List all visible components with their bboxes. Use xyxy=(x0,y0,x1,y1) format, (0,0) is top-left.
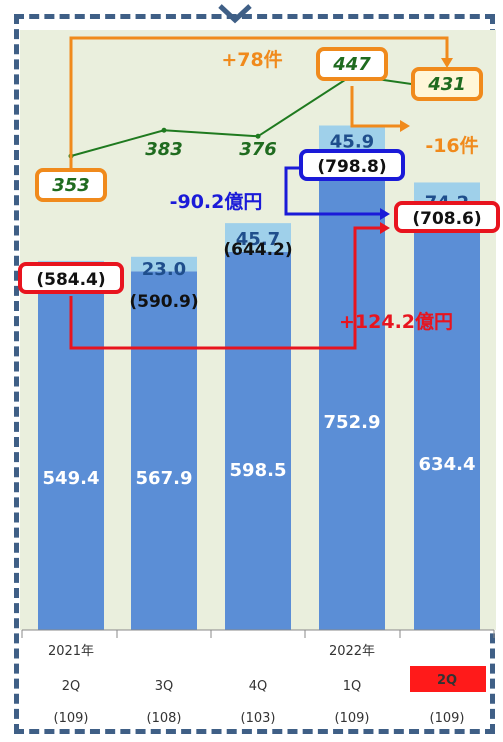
bracket-minus90-arrow xyxy=(380,208,390,220)
x-label-year-4: 2022年 xyxy=(329,644,375,659)
x-label-quarter-3: 4Q xyxy=(249,679,268,694)
bar-top-3 xyxy=(225,223,291,252)
annotation-minus90: -90.2億円 xyxy=(170,190,263,213)
total-label-1: (584.4) xyxy=(36,270,105,290)
count-label-5: 431 xyxy=(427,74,466,95)
highlight-current-quarter xyxy=(410,666,486,692)
count-label-4: 447 xyxy=(332,54,371,75)
count-label-2: 383 xyxy=(145,139,183,160)
bar-main-label-2: 567.9 xyxy=(136,468,193,489)
bar-top-label-4: 45.9 xyxy=(330,131,374,152)
bracket-minus16 xyxy=(350,86,402,128)
x-label-year-1: 2021年 xyxy=(48,644,94,659)
bar-top-label-2: 23.0 xyxy=(142,259,186,280)
count-label-3: 376 xyxy=(239,139,277,160)
count-point-3 xyxy=(255,133,261,139)
bracket-plus78 xyxy=(69,36,449,168)
bar-main-5 xyxy=(414,229,480,631)
annotation-minus16: -16件 xyxy=(425,134,478,157)
total-box-5 xyxy=(394,201,500,233)
x-label-quarter-4: 1Q xyxy=(343,679,362,694)
bar-main-label-3: 598.5 xyxy=(230,460,287,481)
bar-main-2 xyxy=(131,271,197,630)
x-label-sub-3: (103) xyxy=(241,711,276,726)
count-label-1: 353 xyxy=(52,175,90,196)
x-label-quarter-2: 3Q xyxy=(155,679,174,694)
bar-main-4 xyxy=(319,154,385,631)
bar-top-label-3: 45.7 xyxy=(236,229,280,250)
count-box-5 xyxy=(411,67,483,101)
total-label-3: (644.2) xyxy=(223,240,292,260)
x-label-quarter-1: 2Q xyxy=(62,679,81,694)
x-label-sub-4: (109) xyxy=(335,711,370,726)
bracket-minus16-arrow xyxy=(400,120,410,132)
total-label-2: (590.9) xyxy=(129,292,198,312)
total-box-1 xyxy=(18,262,124,294)
annotation-plus124: +124.2億円 xyxy=(339,310,453,333)
x-label-sub-1: (109) xyxy=(54,711,89,726)
bar-main-label-5: 634.4 xyxy=(419,454,476,475)
bracket-minus90 xyxy=(284,166,382,216)
count-box-1 xyxy=(35,168,107,202)
bar-top-2 xyxy=(131,256,197,272)
bar-main-label-4: 752.9 xyxy=(324,412,381,433)
annotation-plus78: +78件 xyxy=(221,48,282,71)
x-label-sub-5: (109) xyxy=(430,711,465,726)
bar-main-3 xyxy=(225,252,291,630)
x-label-sub-2: (108) xyxy=(147,711,182,726)
bracket-plus124 xyxy=(69,226,382,350)
top-chevron-icon xyxy=(218,4,252,24)
total-box-4 xyxy=(299,149,405,181)
bar-main-label-1: 549.4 xyxy=(43,468,100,489)
total-label-4: (798.8) xyxy=(317,157,386,177)
count-box-4 xyxy=(316,47,388,81)
x-label-quarter-5: 2Q xyxy=(437,673,457,688)
count-point-2 xyxy=(161,127,167,133)
bracket-plus78-arrow xyxy=(441,58,453,68)
bracket-plus124-arrow xyxy=(380,222,390,234)
total-label-5: (708.6) xyxy=(412,209,481,229)
